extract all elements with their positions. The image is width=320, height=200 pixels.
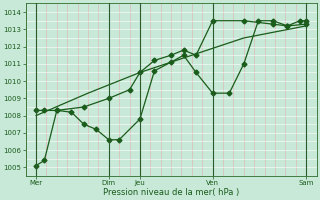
X-axis label: Pression niveau de la mer( hPa ): Pression niveau de la mer( hPa ) (103, 188, 239, 197)
